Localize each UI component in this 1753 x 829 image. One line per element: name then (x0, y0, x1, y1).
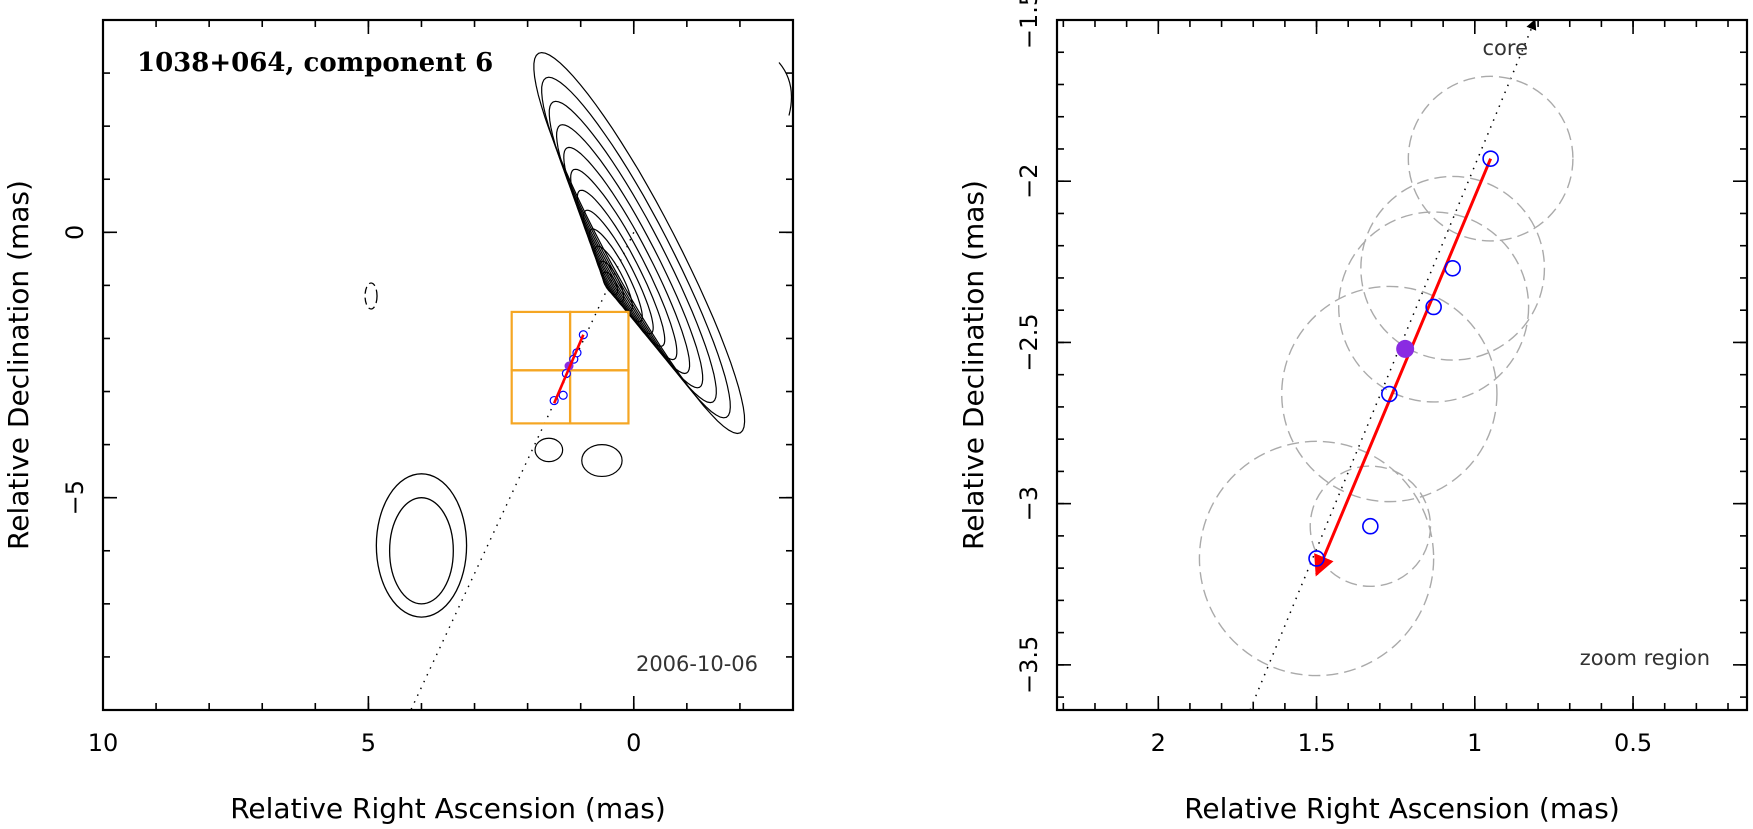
component-marker (1362, 517, 1379, 535)
right-y-axis-label: Relative Declination (mas) (957, 180, 990, 550)
right-overlay (1198, 20, 1574, 710)
zoom-box (568, 310, 630, 372)
error-circle (1309, 465, 1432, 588)
x-tick-label: 0.5 (1614, 729, 1652, 757)
contour-line (576, 189, 666, 347)
secondary-contour-line (375, 473, 468, 618)
jet-axis-line (410, 232, 635, 710)
motion-vector (552, 334, 585, 404)
right-x-axis-label: Relative Right Ascension (mas) (1184, 792, 1620, 825)
contour-line (533, 51, 746, 435)
y-tick-label: −3.5 (1015, 636, 1043, 694)
left-plot-frame (101, 18, 795, 712)
component-marker (1425, 298, 1442, 316)
x-tick-label: 1 (1467, 729, 1482, 757)
contour-map-panel: 10 5 0 −5 0 1038+064, component 6 2006-10-06… (2, 18, 795, 825)
x-tick-label: 2 (1151, 729, 1166, 757)
panel-title: 1038+064, component 6 (137, 48, 493, 78)
contour-line (581, 444, 623, 478)
secondary-contour-line (388, 497, 454, 605)
x-tick-label: 5 (361, 729, 376, 757)
left-y-axis-label: Relative Declination (mas) (2, 180, 35, 550)
mean-position-marker (1396, 339, 1415, 358)
motion-vector (1314, 158, 1493, 577)
error-circle (1360, 175, 1546, 361)
error-circle (1337, 211, 1530, 403)
x-tick-label: 0 (626, 729, 641, 757)
y-tick-label: −1.5 (1015, 0, 1043, 49)
y-tick-label: −3 (1015, 486, 1043, 521)
negative-contour-line (364, 282, 378, 310)
left-overlay (410, 232, 635, 710)
left-x-axis-label: Relative Right Ascension (mas) (230, 792, 666, 825)
component-marker (1444, 259, 1461, 277)
zoom-box (510, 310, 572, 372)
component-marker (1308, 550, 1325, 567)
zoom-box (568, 369, 630, 425)
y-tick-label: −2.5 (1015, 313, 1043, 371)
right-plot-frame (1055, 18, 1749, 712)
contour-line (534, 437, 564, 463)
jet-axis-line (1249, 20, 1537, 710)
y-tick-label: −5 (61, 480, 89, 515)
zoom-region-label: zoom region (1580, 646, 1710, 670)
error-circle (1407, 75, 1574, 242)
contour-line (570, 168, 678, 361)
component-marker (1482, 150, 1499, 167)
error-circle (1198, 440, 1435, 677)
right-ticks: 2 1.5 1 0.5 −3.5 −3 −2.5 −2 −1.5 (1015, 0, 1747, 757)
left-ticks: 10 5 0 −5 0 (61, 19, 794, 757)
x-tick-label: 1.5 (1297, 729, 1335, 757)
component-marker (1381, 385, 1398, 403)
component-marker (558, 390, 568, 400)
edge-contour-line (778, 62, 792, 116)
y-tick-label: −2 (1015, 164, 1043, 199)
contour-lines (364, 51, 792, 618)
x-tick-label: 10 (88, 729, 119, 757)
error-circle (1281, 285, 1498, 503)
zoom-region-panel: 2 1.5 1 0.5 −3.5 −3 −2.5 −2 −1.5 core zoom regio… (957, 0, 1749, 825)
core-label: core (1483, 36, 1529, 60)
y-tick-label: 0 (61, 225, 89, 240)
epoch-label: 2006-10-06 (636, 652, 758, 676)
